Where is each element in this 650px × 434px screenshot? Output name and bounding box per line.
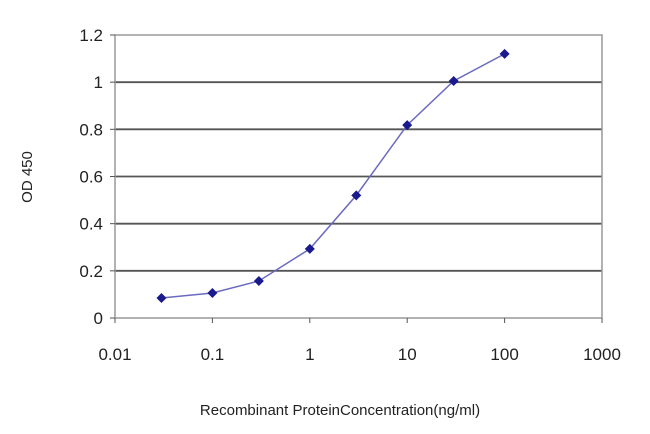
y-tick-label: 0.8	[79, 120, 103, 139]
x-tick-label: 0.01	[98, 345, 131, 364]
y-tick-label: 0.2	[79, 262, 103, 281]
y-tick-label: 0	[94, 309, 103, 328]
data-point	[207, 288, 218, 299]
y-tick-label: 0.6	[79, 168, 103, 187]
data-point	[402, 120, 413, 131]
series-line	[161, 53, 505, 299]
x-tick-label: 1000	[583, 345, 621, 364]
series	[156, 48, 510, 303]
data-point	[304, 243, 315, 254]
y-axis: 0 0.2 0.4 0.6 0.8 1 1.2	[79, 26, 115, 328]
x-tick-label: 0.1	[201, 345, 225, 364]
x-tick-label: 1	[305, 345, 314, 364]
gridlines	[115, 81, 602, 272]
y-tick-label: 1.2	[79, 26, 103, 45]
x-axis-label: Recombinant ProteinConcentration(ng/ml)	[200, 402, 480, 419]
y-tick-label: 1	[94, 73, 103, 92]
data-point	[351, 190, 362, 201]
data-point	[448, 75, 459, 86]
x-tick-label: 10	[398, 345, 417, 364]
data-point	[253, 275, 264, 286]
x-tick-label: 100	[490, 345, 518, 364]
data-point	[156, 292, 167, 303]
y-tick-label: 0.4	[79, 215, 103, 234]
y-axis-label: OD 450	[19, 151, 36, 203]
x-axis: 0.01 0.1 1 10 100 1000	[98, 318, 621, 364]
data-point	[499, 48, 510, 59]
